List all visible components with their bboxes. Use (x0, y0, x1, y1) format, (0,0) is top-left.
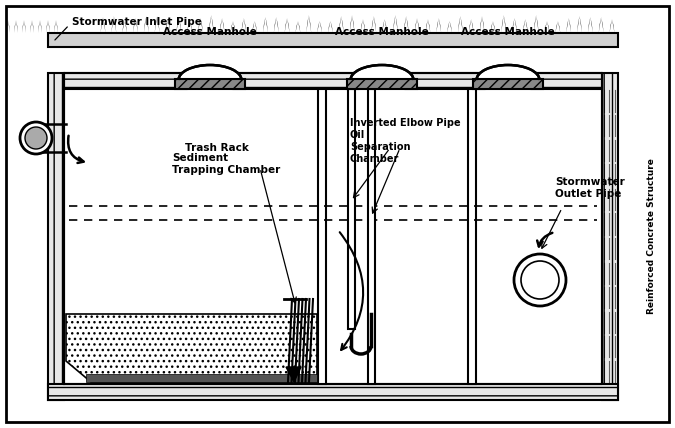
Text: Separation: Separation (350, 142, 410, 152)
Polygon shape (306, 17, 311, 33)
Polygon shape (610, 21, 614, 33)
Polygon shape (425, 21, 431, 33)
Polygon shape (350, 18, 354, 33)
Polygon shape (46, 20, 50, 33)
Bar (48, 384, 618, 400)
Polygon shape (436, 19, 441, 33)
Polygon shape (296, 19, 300, 33)
Polygon shape (545, 16, 549, 33)
Polygon shape (414, 21, 420, 33)
Polygon shape (274, 21, 279, 33)
Ellipse shape (178, 65, 242, 95)
Bar (368, 89, 375, 384)
Polygon shape (512, 21, 517, 33)
Polygon shape (566, 18, 571, 33)
Polygon shape (404, 21, 409, 33)
Bar (86, 374, 317, 382)
Polygon shape (556, 16, 560, 33)
Polygon shape (523, 21, 528, 33)
Circle shape (514, 254, 566, 306)
Polygon shape (6, 20, 10, 33)
Polygon shape (66, 314, 317, 382)
Polygon shape (209, 18, 214, 33)
Bar (473, 79, 543, 89)
Text: Stormwater Inlet Pipe: Stormwater Inlet Pipe (55, 17, 202, 40)
Text: Access Manhole: Access Manhole (461, 27, 555, 37)
Polygon shape (101, 18, 105, 33)
Polygon shape (479, 19, 485, 33)
Polygon shape (317, 21, 322, 33)
Bar (348, 89, 355, 329)
Polygon shape (263, 15, 268, 33)
Text: Stormwater
Outlet Pipe: Stormwater Outlet Pipe (555, 177, 625, 199)
Text: Trash Rack: Trash Rack (185, 143, 249, 153)
Polygon shape (447, 21, 452, 33)
Polygon shape (252, 17, 257, 33)
Bar (468, 89, 476, 384)
Polygon shape (198, 17, 203, 33)
Circle shape (25, 127, 47, 149)
Polygon shape (111, 18, 116, 33)
Bar (64, 73, 602, 89)
Polygon shape (122, 19, 127, 33)
Polygon shape (286, 367, 301, 382)
Polygon shape (588, 15, 593, 33)
Bar (175, 79, 245, 89)
Polygon shape (577, 19, 582, 33)
Bar (48, 33, 618, 47)
Polygon shape (393, 21, 398, 33)
Text: Sediment
Trapping Chamber: Sediment Trapping Chamber (172, 153, 280, 175)
Bar (318, 89, 326, 384)
Text: Access Manhole: Access Manhole (335, 27, 429, 37)
Polygon shape (534, 15, 539, 33)
Polygon shape (219, 16, 225, 33)
Polygon shape (599, 16, 603, 33)
Polygon shape (187, 21, 192, 33)
Bar (347, 79, 417, 89)
Text: Chamber: Chamber (350, 154, 400, 164)
Polygon shape (155, 19, 160, 33)
Polygon shape (165, 16, 171, 33)
Polygon shape (14, 20, 18, 33)
Polygon shape (176, 15, 182, 33)
Polygon shape (339, 17, 344, 33)
Polygon shape (382, 15, 387, 33)
Bar (602, 73, 618, 400)
Polygon shape (133, 21, 138, 33)
Polygon shape (144, 21, 148, 33)
Polygon shape (230, 17, 236, 33)
Bar (48, 73, 64, 400)
Polygon shape (360, 15, 365, 33)
Polygon shape (468, 15, 474, 33)
Polygon shape (22, 20, 26, 33)
Polygon shape (30, 20, 34, 33)
Ellipse shape (477, 65, 539, 95)
Ellipse shape (350, 65, 414, 95)
Polygon shape (241, 21, 246, 33)
Polygon shape (490, 19, 495, 33)
Polygon shape (328, 17, 333, 33)
Polygon shape (54, 20, 58, 33)
Text: Access Manhole: Access Manhole (163, 27, 257, 37)
Polygon shape (285, 21, 290, 33)
Circle shape (20, 122, 52, 154)
Polygon shape (38, 20, 42, 33)
Polygon shape (371, 21, 376, 33)
Polygon shape (502, 15, 506, 33)
Text: Reinforced Concrete Structure: Reinforced Concrete Structure (647, 158, 657, 315)
Text: Inverted Elbow Pipe: Inverted Elbow Pipe (350, 118, 460, 128)
Text: Oil: Oil (350, 130, 365, 140)
Polygon shape (458, 19, 463, 33)
